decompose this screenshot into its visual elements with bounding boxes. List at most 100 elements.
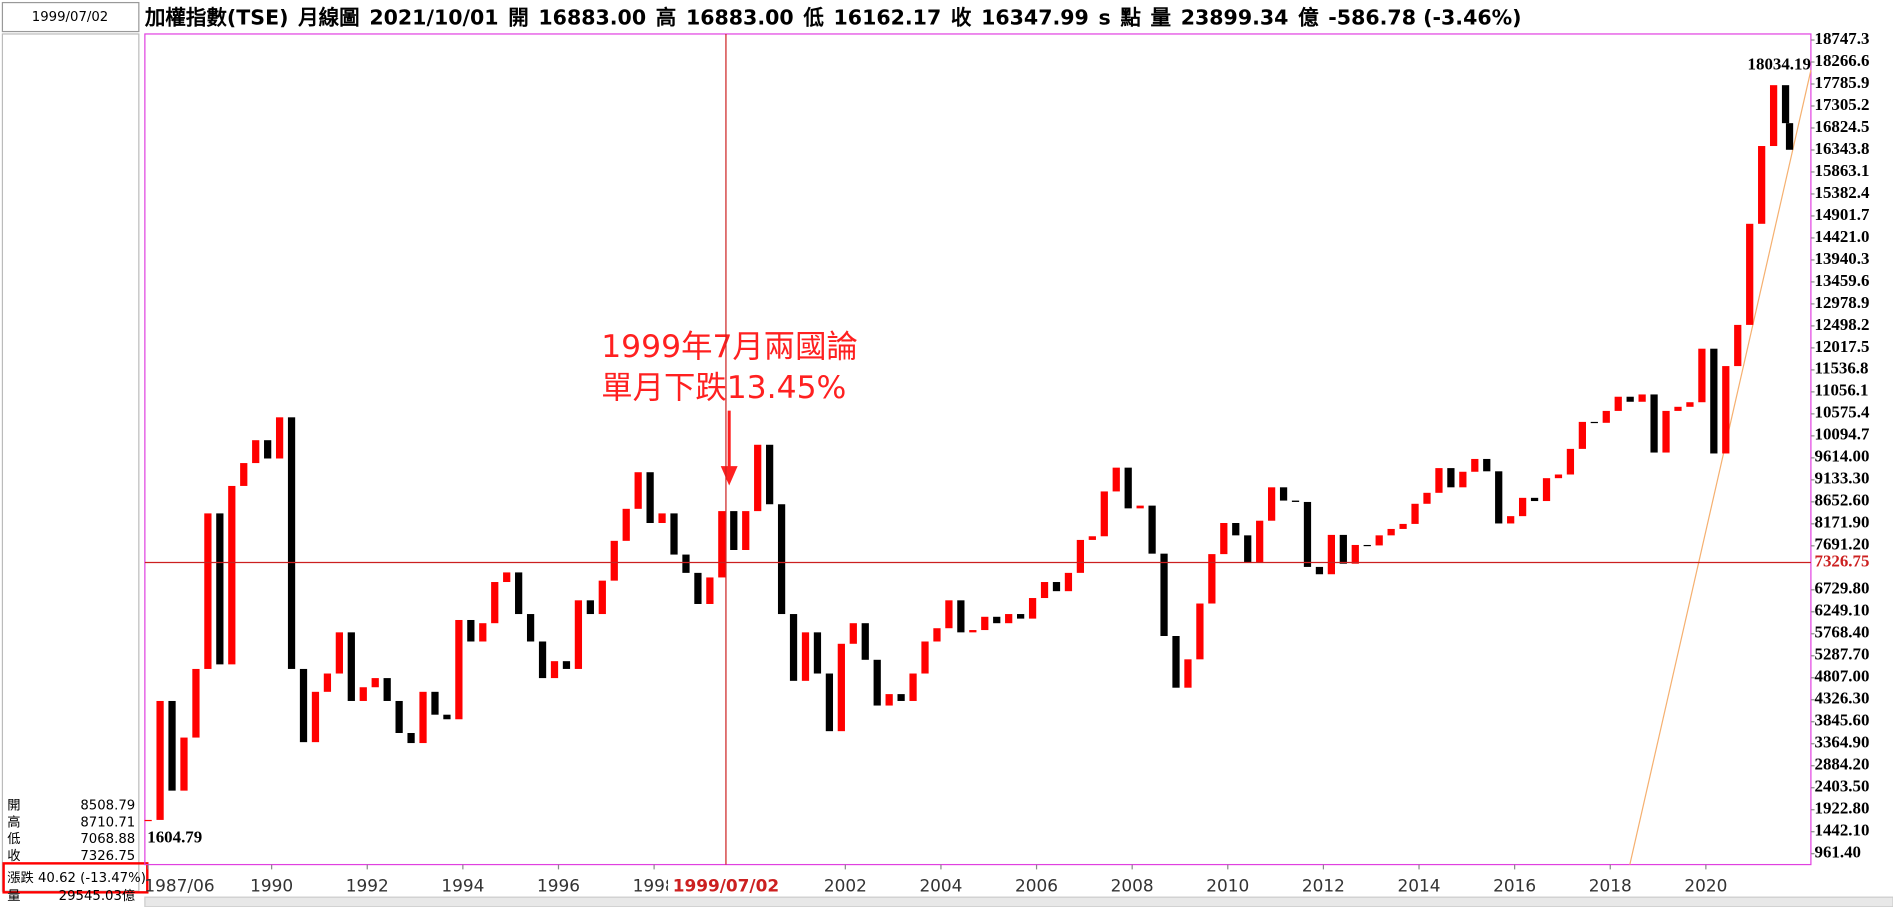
- candle: [1674, 406, 1682, 411]
- candle: [1005, 614, 1013, 624]
- cursor-date: 1999/07/02: [32, 10, 108, 25]
- candle: [1148, 505, 1156, 554]
- header-item: 23899.34: [1181, 5, 1289, 29]
- candle: [574, 600, 583, 669]
- candle: [945, 600, 953, 629]
- candle: [1303, 501, 1312, 567]
- info-value: 8710.71: [80, 815, 135, 830]
- x-tick-label: 1992: [346, 875, 389, 895]
- candle: [849, 623, 857, 644]
- y-tick-label: 5287.70: [1815, 645, 1870, 664]
- header-item: 2021/10/01: [369, 5, 498, 29]
- candle: [538, 641, 547, 679]
- candle: [216, 513, 224, 665]
- candle: [981, 616, 989, 631]
- candle: [299, 668, 308, 743]
- y-tick-label: 11536.8: [1815, 359, 1869, 378]
- candle: [861, 623, 869, 660]
- x-tick-label: 1998: [633, 875, 676, 895]
- header-item: 16883.00: [686, 5, 794, 29]
- candle: [1184, 659, 1192, 688]
- y-tick-label: 13940.3: [1815, 249, 1870, 268]
- volume-value: 29545.03億: [59, 888, 136, 904]
- change-row: 漲跌 40.62 (-13.47%): [7, 870, 146, 886]
- x-tick-label: 2006: [1015, 875, 1058, 895]
- y-tick-label: 17785.9: [1815, 73, 1870, 92]
- info-value: 7326.75: [80, 849, 135, 864]
- x-tick-label: 1990: [250, 875, 293, 895]
- candle: [610, 540, 618, 581]
- candle: [885, 694, 893, 706]
- date-box: [1, 1, 140, 33]
- candle: [1542, 478, 1551, 502]
- header-item: 億: [1298, 5, 1319, 29]
- candle: [204, 513, 212, 669]
- candle: [777, 504, 786, 615]
- y-tick-label: 16343.8: [1815, 139, 1870, 158]
- crosshair-x-label-bg: [667, 875, 784, 896]
- candle: [742, 511, 750, 550]
- candle: [1566, 448, 1575, 475]
- candle: [1518, 497, 1527, 517]
- candle: [1626, 396, 1634, 402]
- candle: [228, 485, 236, 665]
- info-label: 高: [7, 813, 20, 830]
- candle: [503, 572, 511, 583]
- x-tick-label: 2002: [824, 875, 867, 895]
- candle: [1256, 520, 1264, 563]
- candle: [1028, 598, 1037, 619]
- candle: [1411, 503, 1419, 524]
- max-label: 18034.19: [1748, 54, 1811, 73]
- candle: [371, 678, 379, 688]
- y-tick-label: 4326.30: [1815, 689, 1870, 708]
- candle: [694, 572, 702, 604]
- candle: [766, 444, 774, 505]
- candle: [1758, 146, 1766, 224]
- y-tick-label: 16824.5: [1815, 117, 1870, 136]
- info-label: 低: [7, 831, 20, 847]
- candle: [634, 472, 642, 509]
- crosshair-y-label: 7326.75: [1815, 551, 1870, 570]
- candle: [1327, 534, 1335, 575]
- candle: [431, 691, 439, 715]
- candle: [287, 417, 296, 669]
- candle: [1315, 566, 1324, 575]
- candle: [1638, 394, 1646, 402]
- candle: [1052, 582, 1061, 592]
- x-tick-label: 2018: [1589, 875, 1632, 895]
- y-tick-label: 961.40: [1815, 843, 1861, 862]
- candle: [1423, 492, 1431, 504]
- candle: [1172, 636, 1180, 688]
- y-tick-label: 9614.00: [1815, 447, 1870, 466]
- x-tick-label: 2008: [1111, 875, 1154, 895]
- y-tick-label: 6729.80: [1815, 579, 1870, 598]
- scrollbar[interactable]: [144, 896, 1893, 907]
- info-value: 7068.88: [80, 832, 135, 847]
- trend-line: [1629, 70, 1812, 865]
- x-tick-label: 2016: [1493, 875, 1536, 895]
- candle: [1196, 603, 1204, 660]
- candle: [407, 732, 415, 744]
- candle: [1483, 458, 1491, 472]
- candle: [969, 630, 977, 633]
- candle: [1578, 421, 1586, 449]
- candle: [467, 619, 475, 642]
- y-tick-label: 2884.20: [1815, 755, 1870, 774]
- header-item: 收: [951, 5, 972, 29]
- candle: [192, 668, 200, 738]
- candle: [419, 691, 427, 744]
- x-tick-label: 1987/06: [144, 875, 214, 895]
- crosshair-label-bg: [1812, 552, 1892, 573]
- info-panel: [1, 33, 140, 892]
- y-tick-label: 7691.20: [1815, 535, 1870, 554]
- candle: [909, 673, 917, 701]
- arrow-head: [720, 466, 738, 486]
- candle: [646, 472, 654, 524]
- header-item: 16883.00: [538, 5, 646, 29]
- x-tick-label: 2010: [1206, 875, 1249, 895]
- candle: [706, 577, 714, 604]
- candle: [515, 572, 523, 615]
- highlight-box: [2, 862, 149, 894]
